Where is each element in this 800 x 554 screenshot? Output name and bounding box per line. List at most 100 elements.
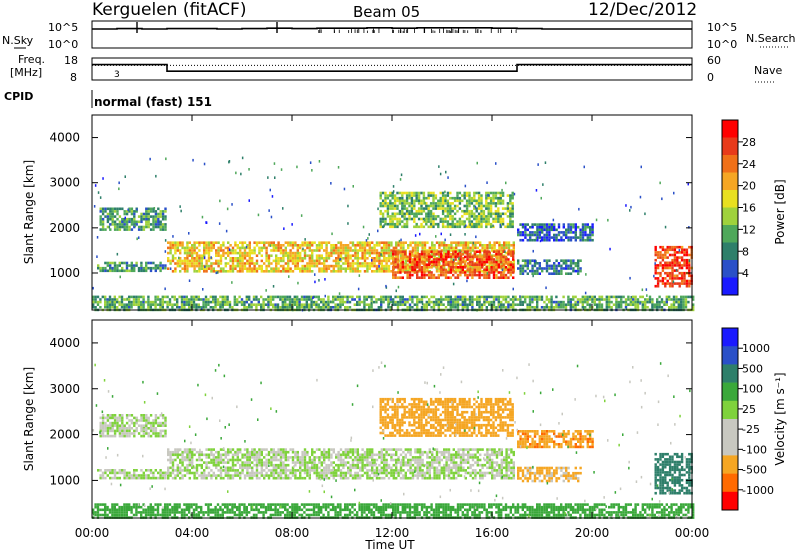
power-echo-cell: [562, 300, 565, 304]
power-echo-cell: [171, 295, 174, 299]
power-echo-cell: [322, 306, 325, 309]
power-echo-cell: [171, 259, 175, 263]
power-echo-cell: [468, 300, 472, 304]
power-echo-cell: [492, 194, 495, 197]
power-echo-cell: [243, 249, 247, 252]
power-echo-cell: [485, 194, 488, 197]
power-echo-cell: [417, 194, 421, 197]
velocity-echo-cell: [222, 458, 225, 462]
power-echo-cell: [501, 202, 505, 205]
power-echo-cell: [359, 270, 362, 273]
power-echo-cell: [433, 246, 436, 250]
power-echo-cell: [458, 220, 462, 223]
power-echo-cell: [263, 262, 266, 265]
power-echo-cell: [125, 210, 129, 213]
power-echo-cell: [440, 255, 443, 259]
power-echo-cell: [128, 210, 131, 213]
power-echo-cell: [149, 207, 153, 211]
velocity-echo-cell: [200, 453, 203, 457]
power-echo-cell: [193, 270, 196, 273]
power-echo-cell: [478, 258, 481, 261]
power-echo-cell: [684, 298, 688, 301]
velocity-echo-cell: [159, 434, 162, 438]
velocity-echo-cell: [210, 458, 213, 462]
power-echo-cell: [413, 268, 416, 272]
power-echo-cell: [591, 231, 594, 234]
power-echo-cell: [349, 246, 352, 250]
velocity-echo-cell: [145, 421, 148, 425]
power-echo-cell: [296, 262, 299, 265]
velocity-echo-cell: [246, 466, 249, 470]
power-echo-cell: [427, 215, 430, 218]
power-echo-cell: [480, 260, 484, 264]
power-noise-cell: [118, 187, 120, 191]
power-echo-cell: [516, 303, 520, 306]
power-echo-cell: [453, 199, 457, 203]
power-echo-cell: [205, 270, 208, 273]
power-noise-cell: [124, 175, 126, 178]
power-echo-cell: [454, 276, 457, 279]
power-echo-cell: [465, 199, 469, 203]
power-echo-cell: [241, 270, 244, 273]
power-echo-cell: [191, 264, 194, 268]
power-echo-cell: [656, 303, 659, 306]
power-echo-cell: [245, 295, 248, 299]
power-echo-cell: [317, 306, 320, 309]
power-echo-cell: [462, 244, 465, 247]
power-echo-cell: [438, 246, 441, 250]
power-echo-cell: [396, 263, 400, 266]
power-echo-cell: [447, 298, 450, 301]
power-echo-cell: [351, 270, 355, 273]
power-echo-cell: [289, 244, 292, 247]
power-echo-cell: [387, 251, 391, 255]
power-echo-cell: [145, 269, 148, 273]
power-echo-cell: [152, 266, 155, 270]
power-echo-cell: [212, 241, 215, 244]
power-echo-cell: [241, 254, 244, 257]
power-echo-cell: [99, 220, 102, 224]
power-echo-cell: [279, 264, 283, 268]
power-echo-cell: [359, 264, 362, 268]
power-echo-cell: [495, 268, 498, 272]
power-echo-cell: [243, 262, 247, 265]
power-echo-cell: [404, 250, 407, 253]
power-echo-cell: [383, 259, 386, 263]
power-echo-cell: [444, 220, 447, 223]
freq-label-line1: Freq.: [18, 53, 45, 66]
power-echo-cell: [504, 295, 508, 299]
power-echo-cell: [320, 241, 323, 244]
power-echo-cell: [481, 270, 484, 273]
power-echo-cell: [210, 267, 213, 270]
velocity-echo-cell: [203, 476, 206, 480]
power-echo-cell: [447, 271, 450, 274]
power-echo-cell: [391, 202, 394, 205]
power-echo-cell: [377, 306, 380, 309]
velocity-echo-cell: [133, 421, 136, 425]
power-echo-cell: [557, 269, 561, 273]
power-echo-cell: [392, 262, 395, 265]
power-echo-cell: [507, 263, 510, 266]
power-echo-cell: [451, 222, 454, 226]
power-echo-cell: [670, 306, 673, 309]
velocity-echo-cell: [130, 476, 133, 480]
power-echo-cell: [545, 262, 549, 265]
power-echo-cell: [413, 220, 416, 223]
power-echo-cell: [125, 225, 129, 229]
velocity-echo-cell: [101, 414, 105, 417]
power-echo-cell: [420, 209, 423, 213]
velocity-echo-cell: [121, 434, 124, 438]
power-echo-cell: [335, 264, 338, 268]
power-echo-cell: [308, 254, 311, 257]
power-echo-cell: [504, 225, 507, 229]
power-echo-cell: [529, 262, 532, 265]
power-echo-cell: [418, 276, 421, 279]
power-echo-cell: [212, 244, 215, 247]
power-echo-cell: [282, 270, 285, 273]
power-echo-cell: [239, 257, 242, 260]
velocity-echo-cell: [258, 476, 261, 480]
power-echo-cell: [109, 266, 112, 270]
power-echo-cell: [473, 217, 476, 221]
power-echo-cell: [111, 300, 114, 304]
power-echo-cell: [336, 306, 340, 309]
power-echo-cell: [378, 270, 381, 273]
